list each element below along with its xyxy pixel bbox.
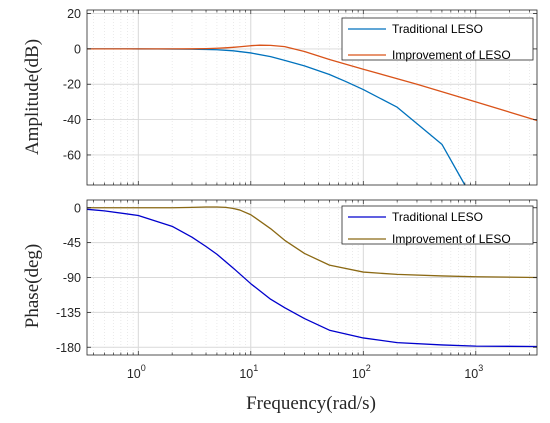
amplitude-curves [87, 44, 538, 186]
legend-label: Improvement of LESO [392, 48, 511, 62]
y-tick-label: -20 [63, 78, 81, 92]
legend-label: Improvement of LESO [392, 232, 511, 246]
phase-plot: 0 -45 -90 -135 -180 100 101 102 103 Traditional … [22, 199, 538, 381]
series-line-traditional-leso [86, 208, 538, 348]
y-tick-label: 0 [74, 201, 81, 215]
frequency-xlabel: Frequency(rad/s) [246, 393, 376, 414]
plot-top-margin [0, 0, 550, 10]
y-tick-label: -40 [63, 113, 81, 127]
axes-box [86, 9, 538, 186]
phase-curves [86, 206, 538, 348]
x-tick-label: 102 [352, 363, 371, 381]
y-tick-label: 20 [67, 7, 81, 21]
phase-legend: Traditional LESO Improvement of LESO [341, 205, 534, 246]
legend-box [341, 17, 534, 61]
amplitude-ticks: 20 0 -20 -40 -60 [0, 0, 550, 186]
y-tick-label: -135 [56, 306, 81, 320]
series-line-improvement-of-leso [87, 44, 538, 122]
amplitude-plot: 20 0 -20 -40 -60 Traditional LESO Improvement… [0, 0, 550, 186]
amplitude-ylabel: Amplitude(dB) [22, 39, 43, 155]
legend-label: Traditional LESO [392, 210, 483, 224]
y-tick-label: -90 [63, 271, 81, 285]
amplitude-legend: Traditional LESO Improvement of LESO [341, 17, 534, 62]
x-tick-label: 101 [239, 363, 258, 381]
series-line-improvement-of-leso [87, 206, 538, 279]
y-tick-label: -60 [63, 148, 81, 162]
y-tick-label: -45 [63, 236, 81, 250]
x-tick-label: 103 [464, 363, 483, 381]
legend-label: Traditional LESO [392, 22, 483, 36]
phase-ticks: 0 -45 -90 -135 -180 100 101 102 103 [56, 199, 538, 381]
x-tick-label: 100 [127, 363, 146, 381]
phase-ylabel: Phase(deg) [22, 244, 43, 328]
legend-box [341, 205, 534, 245]
y-tick-label: 0 [74, 42, 81, 56]
y-tick-label: -180 [56, 341, 81, 355]
